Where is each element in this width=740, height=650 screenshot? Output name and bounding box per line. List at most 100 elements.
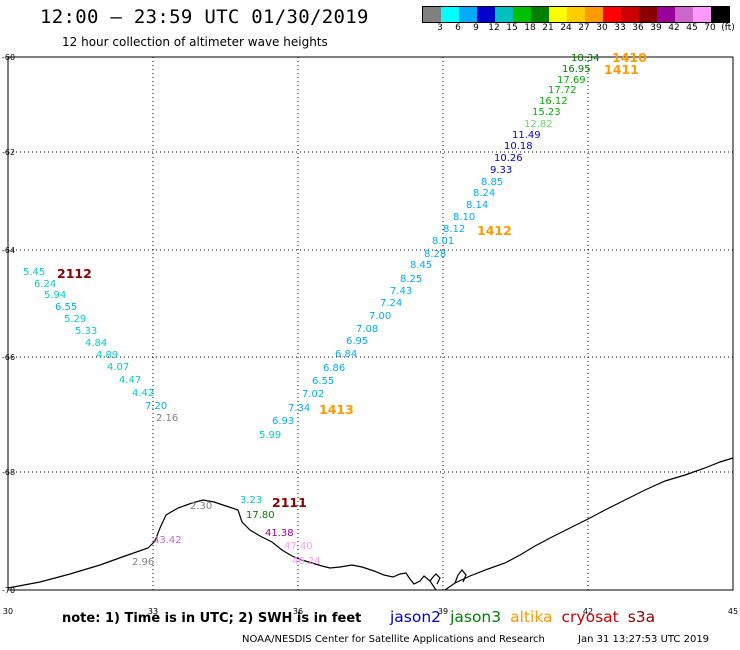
swh-observation: 5.99 <box>259 430 281 441</box>
scale-label: 9 <box>473 23 479 33</box>
scale-swatch <box>423 7 441 22</box>
swh-observation: 5.45 <box>23 267 45 278</box>
scale-swatch <box>621 7 639 22</box>
swh-observation: 5.29 <box>64 314 86 325</box>
scale-swatch <box>495 7 513 22</box>
scale-swatch <box>639 7 657 22</box>
coastline-east <box>444 457 734 591</box>
scale-label: 12 <box>488 23 500 33</box>
swh-observation: 2.16 <box>156 413 178 424</box>
credit-text: NOAA/NESDIS Center for Satellite Applica… <box>242 634 545 645</box>
swh-observation: 7.20 <box>145 401 167 412</box>
scale-swatch <box>657 7 675 22</box>
swh-observation: 6.55 <box>55 302 77 313</box>
footer-note: note: 1) Time is in UTC; 2) SWH is in fe… <box>62 611 362 626</box>
swh-observation: 6.93 <box>272 416 294 427</box>
wave-height-color-scale <box>422 6 730 23</box>
latitude-tick-label: -68 <box>2 468 15 477</box>
latitude-tick-label: -64 <box>2 246 15 255</box>
scale-label: (ft) <box>721 23 735 33</box>
latitude-tick-label: -66 <box>2 353 15 362</box>
swh-observation: 8.01 <box>432 236 454 247</box>
pass-id-label: 1410 <box>612 50 647 65</box>
swh-observation: 7.24 <box>380 298 402 309</box>
scale-swatch <box>441 7 459 22</box>
scale-label: 27 <box>578 23 590 33</box>
scale-swatch <box>531 7 549 22</box>
scale-label: 39 <box>650 23 662 33</box>
scale-swatch <box>549 7 567 22</box>
longitude-tick-label: 39 <box>438 607 448 616</box>
scale-label: 70 <box>704 23 716 33</box>
coastline-inlet <box>429 573 441 585</box>
swh-observation: 9.33 <box>490 165 512 176</box>
longitude-tick-label: 42 <box>583 607 593 616</box>
legend-jason3: jason3 <box>450 608 502 626</box>
swh-observation: 41.38 <box>265 528 294 539</box>
legend-jason2: jason2 <box>390 608 442 626</box>
legend-cryosat: cryosat <box>561 608 619 626</box>
satellite-legend: jason2 jason3 altika cryosat s3a <box>390 608 664 626</box>
swh-observation: 7.34 <box>288 403 310 414</box>
swh-observation: 8.28 <box>424 249 446 260</box>
longitude-tick-label: 36 <box>293 607 303 616</box>
swh-observation: 5.33 <box>75 326 97 337</box>
swh-observation: 43.42 <box>153 535 182 546</box>
scale-label: 36 <box>632 23 644 33</box>
coastline <box>7 499 437 591</box>
pass-id-label: 2111 <box>272 495 307 510</box>
swh-observation: 8.14 <box>466 200 488 211</box>
swh-observation: 3.23 <box>240 495 262 506</box>
swh-observation: 6.24 <box>34 279 56 290</box>
swh-observation: 4.47 <box>119 375 141 386</box>
scale-swatch <box>711 7 729 22</box>
map-frame <box>7 56 734 591</box>
latitude-tick-label: -62 <box>2 148 15 157</box>
swh-observation: 47.40 <box>284 541 313 552</box>
swh-observation: 17.80 <box>246 510 275 521</box>
longitude-tick-label: 30 <box>3 607 13 616</box>
swh-observation: 7.08 <box>356 324 378 335</box>
latitude-tick-label: -60 <box>2 53 15 62</box>
scale-label: 24 <box>560 23 572 33</box>
swh-observation: 11.49 <box>512 130 541 141</box>
coastline-inlet-2 <box>454 569 467 584</box>
swh-observation: 8.24 <box>473 188 495 199</box>
swh-observation: 8.12 <box>443 224 465 235</box>
swh-observation: 5.94 <box>44 290 66 301</box>
swh-observation: 8.45 <box>410 260 432 271</box>
swh-observation: 15.23 <box>532 107 561 118</box>
scale-label: 30 <box>596 23 608 33</box>
pass-id-label: 2112 <box>57 266 92 281</box>
swh-observation: 8.10 <box>453 212 475 223</box>
scale-label: 6 <box>455 23 461 33</box>
pass-id-label: 1411 <box>604 62 639 77</box>
swh-observation: 7.02 <box>302 389 324 400</box>
map-subtitle: 12 hour collection of altimeter wave hei… <box>62 35 328 49</box>
pass-id-label: 1413 <box>319 402 354 417</box>
legend-altika: altika <box>510 608 553 626</box>
scale-label: 33 <box>614 23 626 33</box>
scale-swatch <box>513 7 531 22</box>
scale-label: 18 <box>524 23 536 33</box>
scale-swatch <box>585 7 603 22</box>
axis-tick-labels: 30 33 36 39 42 45 -60 -62 -64 -66 -68 -70 <box>2 53 738 616</box>
map-title: 12:00 – 23:59 UTC 01/30/2019 <box>40 6 369 28</box>
pass-id-label: 1412 <box>477 223 512 238</box>
swh-observation: 17.72 <box>548 85 577 96</box>
scale-swatch <box>567 7 585 22</box>
swh-observation: 6.84 <box>335 349 357 360</box>
swh-observation: 10.18 <box>504 141 533 152</box>
swh-observation: 16.95 <box>562 64 591 75</box>
swh-observation: 7.43 <box>390 286 412 297</box>
swh-observation: 10.26 <box>494 153 523 164</box>
swh-observation: 12.82 <box>524 119 553 130</box>
swh-observation: 6.86 <box>323 363 345 374</box>
scale-label: 15 <box>506 23 518 33</box>
swh-observation: 4.84 <box>85 338 107 349</box>
swh-observation: 4.89 <box>96 350 118 361</box>
longitude-tick-label: 45 <box>728 607 738 616</box>
swh-observation: 7.00 <box>369 311 391 322</box>
